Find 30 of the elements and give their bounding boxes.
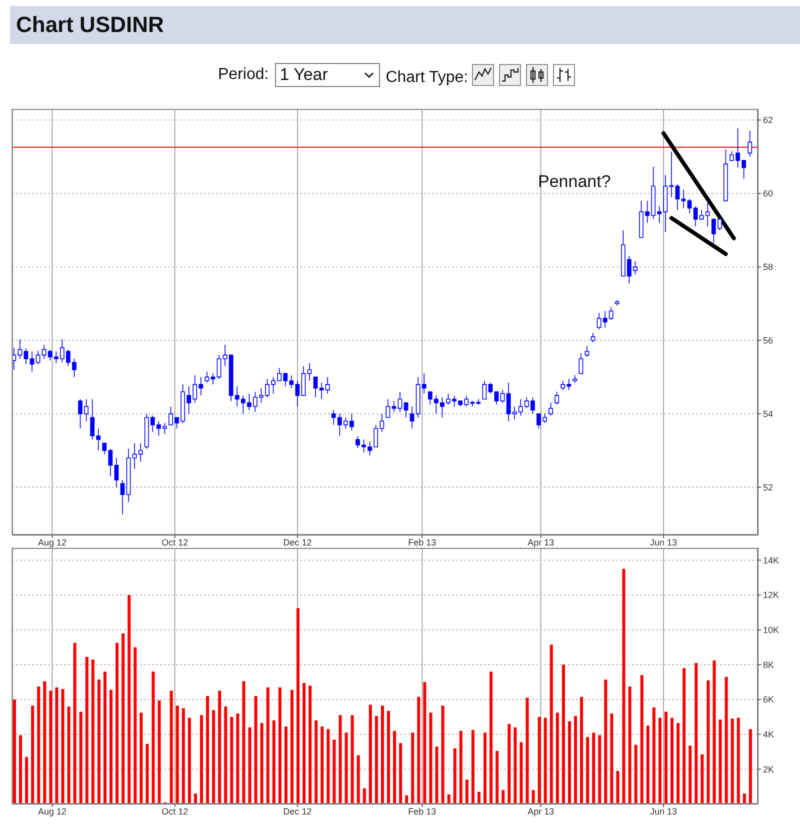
x-tick-label: Aug 12	[38, 806, 66, 816]
y-tick-label: 8K	[763, 660, 774, 670]
y-tick-label: 4K	[763, 730, 774, 740]
x-tick-label: Apr 13	[528, 537, 554, 548]
text: Chart Type:	[386, 69, 468, 87]
chart-title: Chart USDINR	[16, 11, 164, 39]
y-tick-label: 62	[763, 115, 774, 126]
y-tick-label: 52	[763, 482, 774, 492]
x-tick-label: Feb 13	[408, 537, 436, 548]
x-tick-label: Dec 12	[283, 537, 312, 548]
text: Period:	[218, 66, 269, 84]
x-tick-label: Jun 13	[650, 806, 678, 816]
y-tick-label: 56	[763, 336, 774, 346]
x-tick-label: Oct 12	[162, 806, 188, 816]
y-tick-label: 2K	[763, 764, 774, 774]
x-tick-label: Jun 13	[650, 537, 678, 548]
x-tick-label: Feb 13	[408, 806, 436, 816]
x-tick-label: Apr 13	[528, 806, 554, 816]
annotation: Pennant?	[538, 172, 611, 192]
x-tick-label: Dec 12	[283, 806, 312, 816]
y-tick-label: 54	[763, 409, 774, 420]
y-tick-label: 14K	[763, 555, 780, 566]
x-tick-label: Aug 12	[38, 537, 66, 548]
y-tick-label: 58	[763, 262, 774, 272]
dropdown-field: 1 Year	[274, 63, 380, 87]
x-tick-label: Oct 12	[162, 537, 188, 548]
y-tick-label: 6K	[763, 694, 774, 705]
y-tick-label: 10K	[763, 625, 780, 636]
y-tick-label: 12K	[763, 590, 780, 600]
y-tick-label: 60	[763, 188, 774, 199]
